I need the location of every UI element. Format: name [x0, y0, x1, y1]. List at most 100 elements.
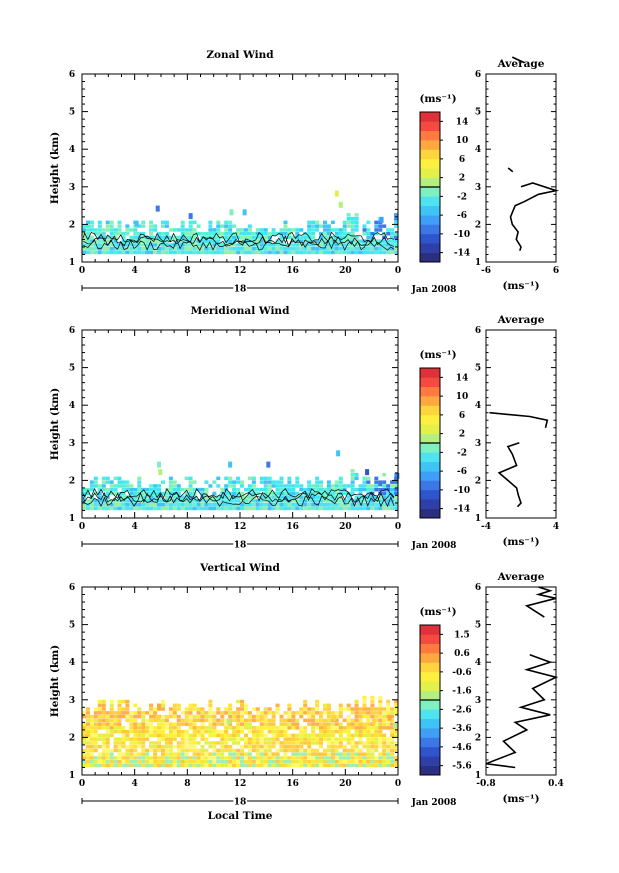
heatmap-cell	[283, 250, 288, 255]
heatmap-cell	[157, 491, 161, 496]
heatmap-cell	[342, 484, 347, 488]
heatmap-cell	[176, 752, 181, 756]
heatmap-cell	[279, 756, 284, 760]
heatmap-cell	[188, 763, 193, 768]
heatmap-cell	[358, 707, 363, 711]
heatmap-cell	[378, 228, 383, 232]
heatmap-cell	[208, 250, 213, 255]
heatmap-cell	[105, 729, 110, 734]
heatmap-cell	[89, 239, 94, 243]
heatmap-cell	[338, 722, 343, 726]
heatmap-cell	[192, 495, 197, 499]
profile-y-tick-label: 1	[475, 771, 481, 781]
heatmap-cell	[200, 744, 205, 749]
heatmap-cell	[153, 718, 158, 723]
heatmap-cell	[263, 228, 268, 232]
heatmap-cell	[255, 726, 260, 730]
heatmap-cell	[350, 469, 355, 473]
heatmap-cell	[342, 760, 347, 764]
heatmap-cell	[267, 239, 272, 243]
heatmap-cell	[350, 480, 355, 484]
heatmap-cell	[232, 737, 237, 741]
heatmap-cell	[307, 231, 312, 236]
heatmap-cell	[244, 703, 248, 708]
heatmap-cell	[390, 503, 395, 507]
heatmap-cell	[109, 235, 114, 240]
heatmap-cell	[319, 752, 323, 756]
heatmap-cell	[157, 487, 161, 492]
heatmap-cell	[204, 480, 209, 484]
heatmap-cell	[394, 220, 399, 225]
heatmap-cell	[97, 733, 102, 738]
heatmap-cell	[145, 752, 150, 756]
heatmap-cell	[224, 711, 229, 715]
heatmap-cell	[326, 703, 331, 708]
heatmap-cell	[255, 499, 260, 503]
heatmap-cell	[366, 235, 371, 240]
heatmap-cell	[255, 243, 260, 247]
heatmap-cell	[244, 763, 248, 768]
heatmap-cell	[240, 495, 244, 499]
heatmap-cell	[172, 228, 177, 232]
heatmap-cell	[228, 756, 233, 760]
heatmap-cell	[101, 756, 106, 760]
heatmap-cell	[89, 748, 94, 753]
heatmap-cell	[350, 487, 355, 492]
heatmap-cell	[255, 744, 260, 749]
heatmap-cell	[295, 476, 300, 481]
heatmap-cell	[307, 503, 312, 507]
heatmap-cell	[125, 733, 130, 738]
heatmap-cell	[244, 760, 248, 764]
heatmap-cell	[82, 763, 86, 768]
heatmap-cell	[358, 726, 363, 730]
heatmap-cell	[271, 491, 276, 496]
heatmap-cell	[390, 718, 395, 723]
heatmap-cell	[141, 714, 146, 719]
heatmap-cell	[232, 726, 237, 730]
x-tick-label: 0	[79, 779, 85, 789]
heatmap-cell	[240, 699, 244, 704]
heatmap-cell	[326, 228, 331, 232]
heatmap-cell	[109, 499, 114, 503]
heatmap-cell	[291, 756, 296, 760]
heatmap-cell	[224, 235, 229, 240]
heatmap-cell	[97, 495, 102, 499]
heatmap-cell	[86, 499, 90, 503]
heatmap-cell	[157, 760, 161, 764]
heatmap-cell	[366, 718, 371, 723]
heatmap-cell	[97, 699, 102, 704]
heatmap-cell	[153, 228, 158, 232]
heatmap-cell	[208, 699, 213, 704]
heatmap-cell	[267, 499, 272, 503]
profile-y-tick-label: 6	[475, 70, 481, 80]
heatmap-cell	[125, 714, 130, 719]
heatmap-cell	[251, 756, 256, 760]
heatmap-cell	[101, 228, 106, 232]
heatmap-cell	[342, 763, 347, 768]
heatmap-cell	[82, 741, 86, 745]
heatmap-cell	[212, 250, 217, 255]
heatmap-cell	[315, 247, 320, 251]
colorbar-swatch	[420, 433, 440, 444]
heatmap-cell	[247, 506, 252, 511]
heatmap-cell	[196, 729, 201, 734]
colorbar-swatch	[420, 634, 440, 645]
heatmap-cell	[113, 726, 118, 730]
heatmap-cell	[129, 506, 134, 511]
profile-x-tick-label: 6	[553, 266, 559, 276]
heatmap-cell	[232, 487, 237, 492]
heatmap-cell	[295, 503, 300, 507]
heatmap-cell	[113, 737, 118, 741]
heatmap-cell	[89, 756, 94, 760]
heatmap-cell	[366, 506, 371, 511]
heatmap-cell	[374, 763, 379, 768]
heatmap-cell	[283, 484, 288, 488]
heatmap-cell	[204, 243, 209, 247]
heatmap-cell	[220, 487, 225, 492]
heatmap-cell	[172, 752, 177, 756]
heatmap-cell	[93, 231, 98, 236]
heatmap-cell	[362, 707, 367, 711]
heatmap-cell	[105, 726, 110, 730]
heatmap-cell	[307, 506, 312, 511]
